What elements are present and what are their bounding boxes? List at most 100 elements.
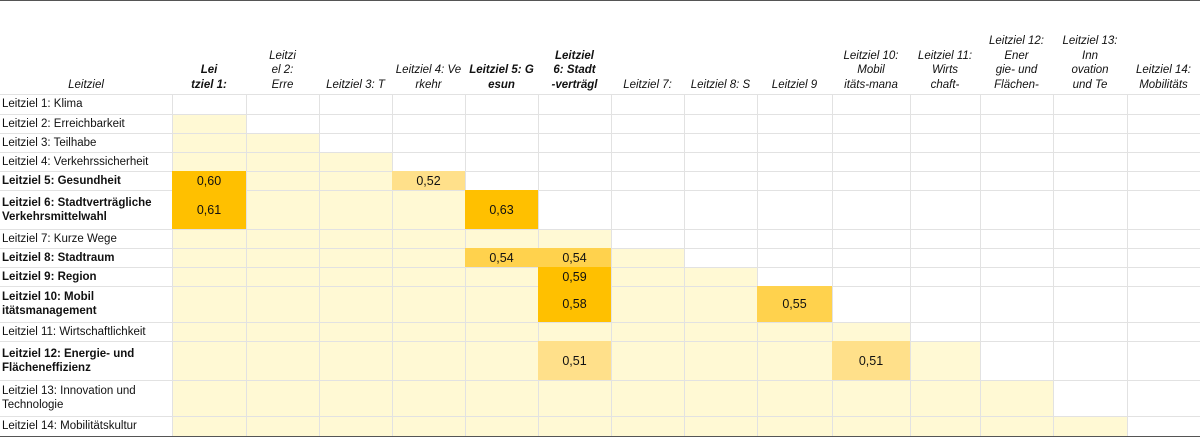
matrix-cell [319, 416, 392, 436]
matrix-cell [172, 341, 246, 380]
gridline-vertical [832, 94, 833, 436]
matrix-cell [465, 322, 538, 341]
matrix-cell [172, 416, 246, 436]
matrix-cell [172, 133, 246, 152]
border-top [0, 0, 1200, 1]
column-header: Leitziel 13: Inn ovation und Te [1062, 35, 1118, 91]
row-label: Leitziel 12: Energie- und Flächeneffizie… [2, 347, 135, 374]
matrix-cell [392, 229, 465, 248]
matrix-cell [538, 416, 611, 436]
matrix-cell [980, 380, 1053, 416]
column-header: Leitziel 3: T [326, 78, 385, 91]
gridline-horizontal [0, 416, 1200, 417]
gridline-vertical [611, 94, 612, 436]
matrix-cell [684, 322, 757, 341]
matrix-cell [611, 248, 684, 267]
gridline-vertical [1127, 94, 1128, 436]
matrix-cell [246, 286, 319, 322]
matrix-cell [465, 380, 538, 416]
row-label: Leitziel 2: Erreichbarkeit [2, 117, 125, 130]
value-cell: 0,52 [392, 171, 465, 190]
row-label: Leitziel 9: Region [2, 270, 97, 283]
matrix-cell [832, 416, 910, 436]
value-cell: 0,55 [757, 286, 832, 322]
gridline-vertical [910, 94, 911, 436]
gridline-vertical [684, 94, 685, 436]
matrix-cell [172, 322, 246, 341]
matrix-cell [319, 322, 392, 341]
matrix-cell [684, 267, 757, 286]
matrix-cell [392, 380, 465, 416]
value-cell: 0,54 [465, 248, 538, 267]
matrix-cell [538, 322, 611, 341]
matrix-cell [611, 341, 684, 380]
value-cell: 0,51 [538, 341, 611, 380]
matrix-cell [757, 322, 832, 341]
value-cell: 0,63 [465, 190, 538, 229]
matrix-cell [611, 267, 684, 286]
matrix-cell [246, 229, 319, 248]
matrix-cell [319, 286, 392, 322]
column-header: Leitziel 6: Stadt -verträgl [551, 49, 598, 91]
matrix-cell [172, 267, 246, 286]
matrix-cell [684, 341, 757, 380]
row-label: Leitziel 3: Teilhabe [2, 136, 97, 149]
matrix-cell [1053, 416, 1127, 436]
gridline-horizontal [0, 380, 1200, 381]
matrix-cell [465, 229, 538, 248]
matrix-cell [319, 229, 392, 248]
row-label: Leitziel 11: Wirtschaftlichkeit [2, 325, 146, 338]
matrix-cell [392, 341, 465, 380]
matrix-cell [172, 229, 246, 248]
matrix-cell [319, 190, 392, 229]
matrix-cell [319, 380, 392, 416]
matrix-cell [757, 341, 832, 380]
matrix-cell [246, 341, 319, 380]
column-header: Leitzi el 2: Erre [269, 49, 296, 91]
matrix-cell [684, 286, 757, 322]
column-header: Leitziel 9 [771, 78, 818, 91]
row-label: Leitziel 4: Verkehrssicherheit [2, 155, 149, 168]
matrix-cell [684, 416, 757, 436]
gridline-vertical [392, 94, 393, 436]
matrix-cell [392, 248, 465, 267]
matrix-cell [319, 152, 392, 171]
row-label: Leitziel 10: Mobil itätsmanagement [2, 291, 97, 317]
value-cell: 0,51 [832, 341, 910, 380]
matrix-cell [757, 416, 832, 436]
matrix-cell [246, 380, 319, 416]
matrix-cell [246, 190, 319, 229]
column-header: Lei tziel 1: [191, 64, 227, 91]
row-label: Leitziel 7: Kurze Wege [2, 232, 117, 245]
matrix-cell [246, 248, 319, 267]
column-header: Leitziel 8: S [690, 78, 751, 91]
matrix-cell [172, 380, 246, 416]
matrix-cell [172, 248, 246, 267]
matrix-cell [465, 416, 538, 436]
border-bottom [0, 436, 1200, 437]
gridline-vertical [319, 94, 320, 436]
row-label: Leitziel 13: Innovation und Technologie [2, 385, 136, 411]
matrix-cell [172, 152, 246, 171]
gridline-horizontal [0, 133, 1200, 134]
matrix-cell [611, 416, 684, 436]
gridline-horizontal [0, 190, 1200, 191]
matrix-cell [832, 322, 910, 341]
column-header: Leitziel 11: Wirts chaft- [917, 49, 973, 91]
matrix-cell [172, 286, 246, 322]
matrix-cell [910, 380, 980, 416]
gridline-horizontal [0, 229, 1200, 230]
row-label: Leitziel 14: Mobilitätskultur [2, 420, 137, 432]
matrix-cell [611, 380, 684, 416]
corner-label: Leitziel [68, 78, 104, 91]
matrix-cell [172, 114, 246, 133]
gridline-horizontal [0, 171, 1200, 172]
matrix-cell [465, 267, 538, 286]
matrix-cell [832, 380, 910, 416]
matrix-cell [392, 286, 465, 322]
row-label: Leitziel 6: Stadtverträgliche Verkehrsmi… [2, 196, 152, 223]
gridline-horizontal [0, 322, 1200, 323]
matrix-cell [319, 267, 392, 286]
value-cell: 0,58 [538, 286, 611, 322]
